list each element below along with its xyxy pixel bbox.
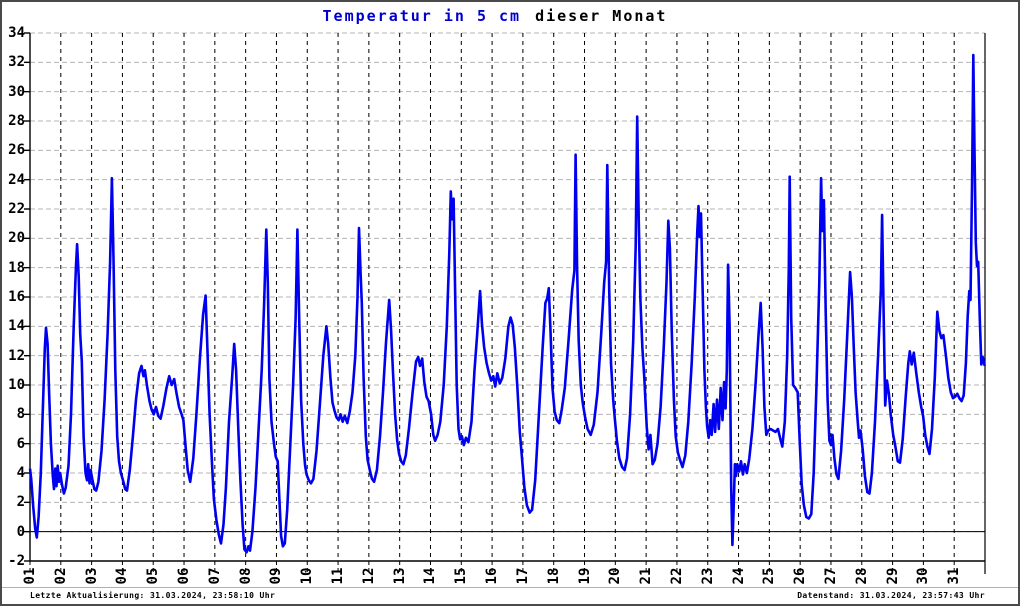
y-tick-label: 10	[8, 377, 25, 393]
x-tick-label: 17	[514, 567, 531, 585]
x-tick-label: 20	[607, 567, 624, 585]
x-tick-label: 12	[360, 567, 377, 585]
x-tick-label: 02	[52, 567, 69, 585]
x-tick-label: 11	[330, 567, 347, 585]
y-tick-label: 20	[8, 230, 25, 247]
y-tick-label: 28	[8, 113, 25, 129]
y-tick-label: 22	[8, 201, 25, 217]
y-tick-label: 6	[16, 435, 25, 452]
y-tick-label: 12	[8, 347, 25, 364]
last-update-text: Letzte Aktualisierung: 31.03.2024, 23:58…	[30, 591, 276, 600]
x-tick-label: 05	[145, 567, 162, 585]
x-tick-label: 27	[822, 567, 839, 585]
x-tick-label: 07	[206, 567, 223, 585]
x-tick-label: 15	[453, 567, 470, 585]
temperature-line	[28, 53, 986, 554]
x-tick-label: 01	[22, 567, 38, 585]
y-tick-label: 0	[16, 523, 25, 540]
x-tick-label: 23	[699, 567, 716, 585]
footer-divider	[2, 587, 1018, 588]
x-tick-label: 14	[422, 567, 439, 585]
x-tick-label: 04	[114, 567, 131, 585]
y-tick-label: 24	[8, 171, 25, 188]
x-tick-label: 03	[83, 567, 100, 585]
y-tick-label: 4	[16, 465, 25, 481]
x-tick-label: 25	[761, 567, 778, 585]
x-tick-label: 06	[176, 567, 193, 585]
y-tick-label: 16	[8, 289, 25, 305]
y-tick-label: 2	[16, 494, 25, 511]
x-tick-label: 21	[638, 567, 655, 585]
y-tick-label: 26	[8, 142, 25, 159]
y-tick-label: 18	[8, 259, 25, 276]
x-tick-label: 29	[884, 567, 901, 585]
y-tick-label: 34	[8, 25, 25, 41]
x-tick-label: 19	[576, 567, 593, 585]
x-tick-label: 09	[268, 567, 285, 585]
x-tick-label: 16	[484, 567, 501, 585]
x-tick-label: 28	[853, 567, 870, 585]
chart-title-secondary: dieser Monat	[535, 7, 668, 25]
x-tick-label: 18	[545, 567, 562, 585]
x-tick-label: 30	[915, 567, 932, 585]
x-tick-label: 31	[946, 567, 963, 585]
x-tick-label: 22	[668, 567, 685, 585]
x-tick-label: 10	[299, 567, 316, 585]
x-tick-label: 08	[237, 567, 254, 585]
chart-title: Temperatur in 5 cm dieser Monat	[2, 7, 988, 25]
y-tick-label: 8	[16, 406, 25, 423]
y-tick-label: -2	[8, 553, 25, 569]
chart-title-primary: Temperatur in 5 cm	[322, 7, 522, 25]
x-tick-label: 26	[792, 567, 809, 585]
y-tick-label: 14	[8, 318, 25, 335]
data-timestamp-text: Datenstand: 31.03.2024, 23:57:43 Uhr	[797, 591, 985, 600]
y-tick-label: 32	[8, 54, 25, 71]
y-tick-label: 30	[8, 83, 25, 100]
x-tick-label: 13	[391, 567, 408, 585]
x-tick-label: 24	[730, 567, 747, 585]
